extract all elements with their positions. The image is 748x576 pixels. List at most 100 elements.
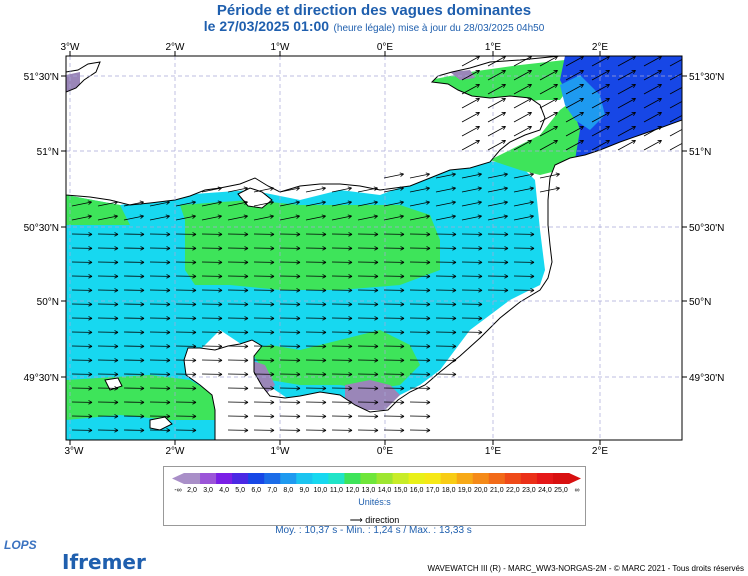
stat-mean: Moy. : 10,37 s xyxy=(275,525,338,536)
direction-arrow xyxy=(565,70,584,81)
color-scale-swatch xyxy=(184,473,201,484)
direction-arrowhead xyxy=(400,414,405,417)
direction-arrowhead xyxy=(478,246,483,249)
direction-arrowhead xyxy=(477,70,480,74)
color-scale-label: -∞ xyxy=(174,487,182,494)
direction-arrowhead xyxy=(322,318,327,321)
direction-arrowhead xyxy=(555,140,558,144)
direction-arrowhead xyxy=(348,215,352,219)
direction-arrow xyxy=(279,215,300,221)
direction-arrow xyxy=(435,215,456,221)
direction-arrowhead xyxy=(400,248,405,251)
color-scale-swatch xyxy=(408,473,426,484)
direction-arrowhead xyxy=(425,186,430,189)
lon-label-bottom: 3°W xyxy=(65,446,85,457)
direction-arrow xyxy=(435,173,456,179)
direction-arrowhead xyxy=(374,276,379,279)
direction-arrowhead xyxy=(140,248,145,251)
direction-arrowhead xyxy=(270,276,275,279)
direction-arrowhead xyxy=(139,214,144,217)
direction-arrowhead xyxy=(114,318,119,321)
direction-arrowhead xyxy=(270,232,275,235)
direction-arrowhead xyxy=(114,416,119,419)
direction-arrowhead xyxy=(296,358,301,361)
direction-arrowhead xyxy=(296,346,301,349)
direction-arrow xyxy=(357,215,378,221)
direction-arrowhead xyxy=(244,386,249,389)
direction-arrowhead xyxy=(374,332,379,335)
direction-arrowhead xyxy=(426,428,431,431)
direction-arrowhead xyxy=(322,246,327,249)
direction-arrow xyxy=(487,140,506,151)
direction-arrowhead xyxy=(607,112,610,116)
page-subtitle: le 27/03/2025 01:00 (heure légale) mise … xyxy=(0,18,748,36)
direction-arrow xyxy=(305,201,326,207)
color-scale-label: 24,0 xyxy=(538,487,552,494)
color-scale-label: 4,0 xyxy=(219,487,229,494)
direction-arrow xyxy=(617,98,636,109)
direction-arrowhead xyxy=(88,302,93,305)
direction-arrowhead xyxy=(425,172,430,175)
direction-arrowhead xyxy=(114,358,119,361)
direction-arrowhead xyxy=(192,318,197,321)
direction-arrowhead xyxy=(244,414,249,417)
direction-arrowhead xyxy=(348,234,353,237)
direction-arrow xyxy=(487,173,508,179)
color-scale-label: ∞ xyxy=(574,487,580,494)
direction-arrowhead xyxy=(88,290,93,293)
color-scale-label: 16,0 xyxy=(409,487,424,494)
direction-arrowhead xyxy=(140,358,145,361)
direction-arrowhead xyxy=(218,276,223,279)
direction-arrow xyxy=(643,56,662,67)
direction-arrowhead xyxy=(166,416,171,419)
direction-arrowhead xyxy=(296,430,301,433)
color-scale-label: 8,0 xyxy=(283,487,294,494)
direction-arrowhead xyxy=(348,330,353,333)
direction-arrowhead xyxy=(478,187,482,191)
direction-arrowhead xyxy=(296,372,301,375)
direction-arrowhead xyxy=(166,274,171,277)
direction-arrowhead xyxy=(88,344,93,347)
direction-arrowhead xyxy=(504,187,508,191)
direction-arrowhead xyxy=(529,126,532,130)
direction-arrowhead xyxy=(607,84,610,88)
direction-arrow xyxy=(643,84,662,95)
direction-arrowhead xyxy=(114,304,119,307)
direction-arrowhead xyxy=(192,316,197,319)
direction-arrowhead xyxy=(114,360,119,363)
direction-arrowhead xyxy=(218,330,223,333)
direction-arrowhead xyxy=(166,360,171,363)
direction-arrow xyxy=(565,112,584,123)
direction-arrow xyxy=(669,128,682,137)
direction-arrowhead xyxy=(374,344,379,347)
direction-arrowhead xyxy=(373,214,378,217)
direction-arrowhead xyxy=(581,140,584,144)
coast-france xyxy=(183,119,682,440)
direction-arrowhead xyxy=(348,358,353,361)
direction-arrowhead xyxy=(114,330,119,333)
direction-arrowhead xyxy=(244,428,249,431)
direction-arrowhead xyxy=(270,290,275,293)
direction-arrowhead xyxy=(270,187,274,191)
direction-arrowhead xyxy=(296,234,301,237)
lon-label-bottom: 2°W xyxy=(166,446,186,457)
direction-arrowhead xyxy=(348,360,353,363)
direction-arrowhead xyxy=(192,428,197,431)
direction-arrowhead xyxy=(426,346,431,349)
direction-arrowhead xyxy=(88,316,93,319)
direction-arrowhead xyxy=(166,201,170,205)
direction-arrowhead xyxy=(374,416,379,419)
direction-arrowhead xyxy=(529,140,532,144)
direction-arrowhead xyxy=(269,186,274,189)
direction-arrowhead xyxy=(88,332,93,335)
direction-arrowhead xyxy=(477,56,480,60)
direction-arrowhead xyxy=(348,400,353,403)
direction-arrowhead xyxy=(426,187,430,191)
color-scale-swatch xyxy=(344,473,361,484)
direction-arrow xyxy=(617,112,636,123)
direction-arrowhead xyxy=(452,332,457,335)
direction-arrowhead xyxy=(88,388,93,391)
color-scale-label: 20,0 xyxy=(473,487,488,494)
direction-arrowhead xyxy=(140,330,145,333)
direction-arrowhead xyxy=(140,388,145,391)
